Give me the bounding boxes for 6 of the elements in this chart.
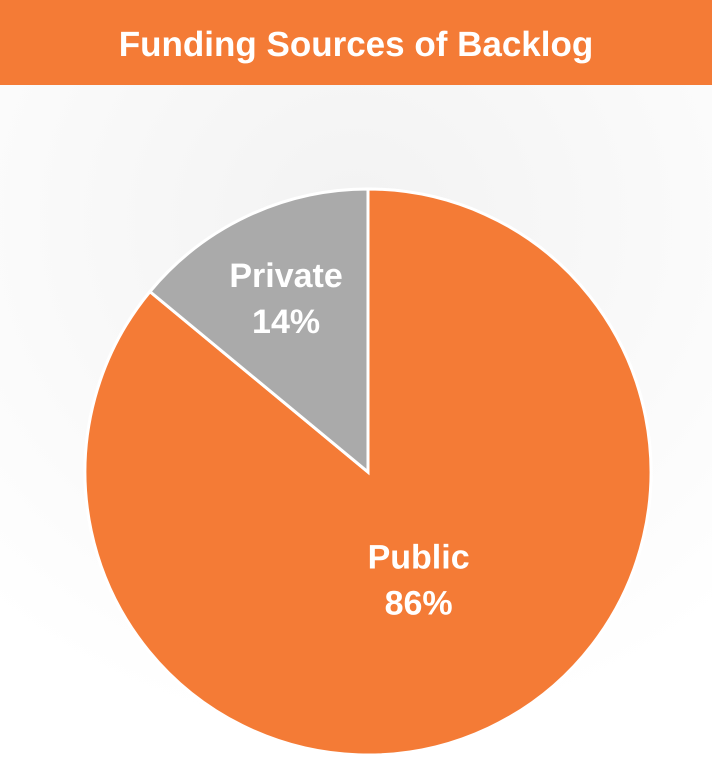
data-label: 86% [384, 584, 453, 623]
slice-label: Public [368, 538, 470, 577]
data-label: 14% [252, 302, 320, 341]
chart-title: Funding Sources of Backlog [118, 25, 594, 64]
pie-slice [84, 188, 652, 756]
slice-label: Private [229, 256, 343, 295]
